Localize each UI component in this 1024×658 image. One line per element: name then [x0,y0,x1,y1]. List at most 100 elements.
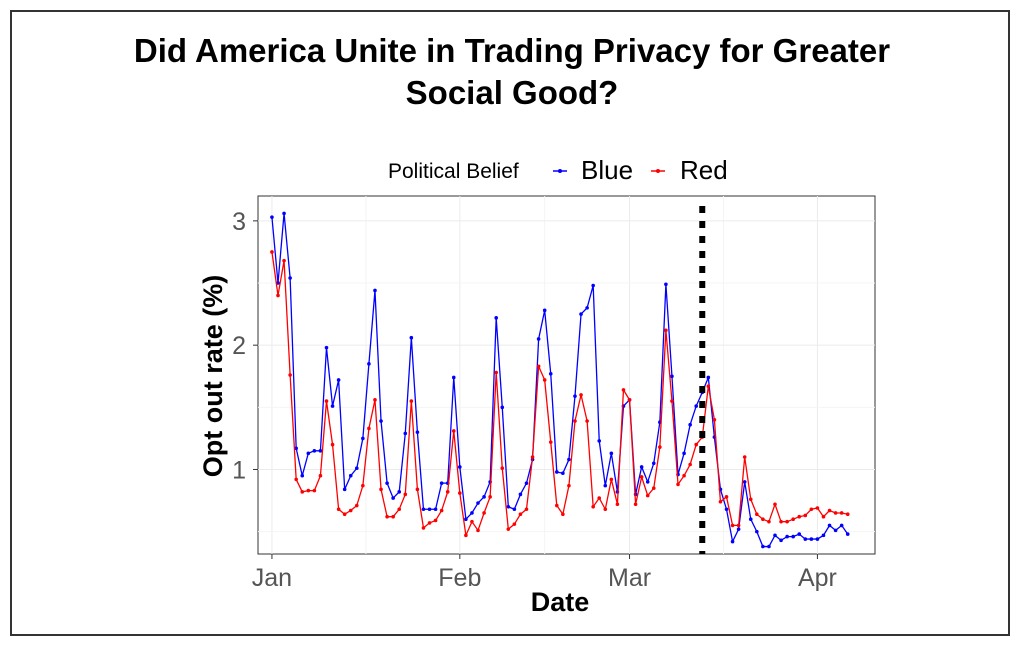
data-point-red [524,507,529,512]
data-point-blue [736,527,741,531]
data-point-red [797,514,802,519]
data-point-red [779,519,783,524]
data-point-red [348,508,353,513]
legend-label-blue: Blue [581,155,633,185]
data-point-red [379,487,383,492]
data-point-blue [803,537,808,541]
chart-title: Did America Unite in Trading Privacy for… [0,30,1024,114]
data-point-red [354,503,359,508]
data-point-red [282,258,286,263]
data-point-blue [742,480,747,484]
data-point-blue [821,533,826,538]
data-point-red [324,399,329,403]
data-point-red [615,502,620,507]
data-point-blue [827,523,832,528]
data-point-blue [342,487,347,492]
data-point-red [742,455,747,459]
data-point-red [427,521,432,525]
data-point-red [839,511,844,515]
data-point-red [445,490,450,494]
x-axis-ticks: Jan Feb Mar Apr [252,554,837,592]
y-axis-title: Opt out rate (%) [198,275,228,478]
legend-title: Political Belief [388,160,519,183]
data-point-blue [385,481,389,485]
data-point-red [391,514,395,519]
x-tick-label: Jan [252,564,292,592]
data-point-red [791,517,795,521]
data-point-blue [276,281,280,285]
data-point-blue [748,517,753,521]
x-axis-title: Date [531,587,590,617]
data-point-blue [506,504,511,509]
data-point-red [718,499,723,504]
data-point-red [670,399,674,403]
data-point-red [500,466,505,471]
data-point-red [451,429,456,433]
data-point-blue [367,362,371,366]
data-point-red [561,512,565,517]
data-point-red [645,493,650,498]
data-point-blue [482,495,486,499]
data-point-blue [755,529,759,534]
data-point-red [294,477,298,482]
data-point-blue [730,539,735,544]
legend-label-red: Red [680,155,728,185]
data-point-red [633,502,638,507]
data-point-red [785,519,789,524]
data-point-red [306,488,311,493]
data-point-red [567,483,571,488]
data-point-red [694,442,699,447]
data-point-red [270,250,274,254]
data-point-red [361,483,365,488]
data-point-blue [324,345,329,350]
data-point-blue [591,283,595,288]
data-point-blue [415,430,420,434]
chart-title-line2: Social Good? [405,74,619,111]
data-point-blue [664,282,668,287]
data-point-red [342,512,347,517]
data-point-red [803,513,808,518]
data-point-blue [433,507,438,512]
data-point-red [318,473,323,478]
data-point-blue [403,431,408,436]
data-point-red [385,514,389,519]
data-point-red [585,419,589,423]
data-point-blue [536,337,541,341]
data-point-red [773,502,777,507]
data-point-red [506,527,511,531]
data-point-red [815,506,820,510]
data-point-red [312,488,317,493]
data-point-blue [458,465,462,469]
data-point-blue [421,507,426,512]
data-point-blue [791,534,795,539]
data-point-red [821,514,826,519]
y-axis-ticks: 1 2 3 [232,208,258,484]
data-point-blue [688,422,692,427]
data-point-blue [694,404,699,408]
data-point-red [809,507,814,512]
data-point-blue [397,490,402,494]
chart-title-line1: Did America Unite in Trading Privacy for… [133,32,891,69]
data-point-blue [312,449,317,453]
data-point-blue [409,335,414,340]
data-point-blue [567,457,571,462]
data-point-blue [379,419,383,423]
data-point-red [621,388,626,392]
data-point-blue [845,532,850,536]
data-point-red [367,426,371,431]
data-point-red [415,487,420,492]
data-point-red [664,328,668,333]
plot-panel [257,195,876,555]
data-point-blue [300,473,305,478]
data-point-blue [354,466,359,471]
x-tick-label: Feb [438,564,481,592]
data-point-red [845,512,850,517]
data-point-red [518,512,523,517]
data-point-blue [682,451,686,456]
data-point-red [712,417,717,422]
data-point-red [470,519,474,524]
data-point-red [512,522,517,526]
data-point-red [300,490,305,494]
data-point-blue [833,528,838,533]
